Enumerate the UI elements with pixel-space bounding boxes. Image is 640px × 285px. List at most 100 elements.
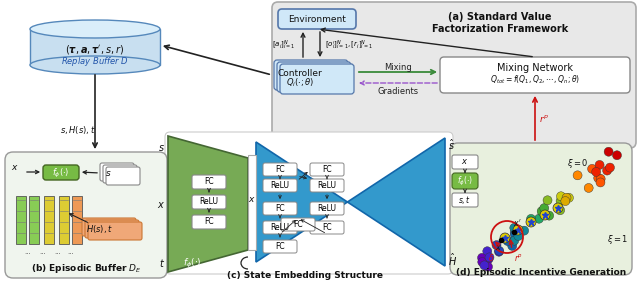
Polygon shape [256,138,445,266]
Text: ReLU: ReLU [317,181,337,190]
Text: $x$: $x$ [11,162,19,172]
Text: $f_\phi(\cdot)$: $f_\phi(\cdot)$ [182,257,202,270]
Text: $\delta$: $\delta$ [488,252,494,263]
Text: $s$: $s$ [105,168,111,178]
Circle shape [605,163,614,172]
Circle shape [484,255,493,264]
FancyBboxPatch shape [450,143,632,275]
Circle shape [484,262,493,271]
Text: FC: FC [275,165,285,174]
FancyBboxPatch shape [5,152,167,278]
FancyBboxPatch shape [100,163,134,181]
Text: $r^p$: $r^p$ [514,252,523,263]
Circle shape [485,253,494,262]
Text: FC: FC [322,165,332,174]
Text: $\xi=0$: $\xi=0$ [567,156,589,170]
Circle shape [500,233,510,243]
FancyBboxPatch shape [263,163,297,176]
Text: Gradients: Gradients [378,87,419,95]
Text: ...: ... [54,249,61,255]
Text: (d) Episodic Incentive Generation: (d) Episodic Incentive Generation [456,268,626,277]
FancyBboxPatch shape [82,218,136,236]
FancyBboxPatch shape [310,221,344,234]
FancyBboxPatch shape [192,215,226,229]
Bar [29,196,39,244]
Circle shape [540,203,548,213]
Circle shape [595,160,604,169]
Circle shape [556,206,564,215]
FancyBboxPatch shape [263,240,297,253]
Text: FC: FC [293,220,303,229]
Bar [59,196,69,244]
Text: ReLU: ReLU [271,181,289,190]
Text: $f_\phi(\cdot)$: $f_\phi(\cdot)$ [52,166,70,180]
FancyBboxPatch shape [310,163,344,176]
Ellipse shape [30,56,160,74]
Text: $f_\psi(\cdot)$: $f_\psi(\cdot)$ [412,257,430,270]
Text: FC: FC [204,217,214,227]
FancyBboxPatch shape [272,2,636,148]
Text: $[a_i]_{i=1}^N$: $[a_i]_{i=1}^N$ [271,38,295,52]
Circle shape [594,174,603,183]
FancyBboxPatch shape [440,57,630,93]
Text: ReLU: ReLU [200,198,218,207]
Circle shape [588,164,596,173]
Circle shape [513,225,523,235]
Text: $x'$: $x'$ [513,217,521,228]
Circle shape [557,192,566,201]
Text: ...: ... [24,249,31,255]
Text: $Q_{tot} = f(Q_1, Q_2, \cdots, Q_n; \theta)$: $Q_{tot} = f(Q_1, Q_2, \cdots, Q_n; \the… [490,74,580,86]
Circle shape [540,210,550,220]
Text: FC: FC [322,223,332,232]
Text: $\xi=1$: $\xi=1$ [607,233,628,247]
Circle shape [543,196,552,205]
Circle shape [534,214,543,223]
FancyBboxPatch shape [263,221,297,234]
Text: ...: ... [40,249,46,255]
Text: $\hat{H}$: $\hat{H}$ [448,252,457,268]
Text: FC: FC [275,204,285,213]
Circle shape [480,261,489,270]
Circle shape [596,174,605,183]
Text: (b) Episodic Buffer $D_E$: (b) Episodic Buffer $D_E$ [31,262,141,275]
Text: $H(s),t$: $H(s),t$ [86,223,113,235]
Circle shape [537,207,546,216]
Text: Controller: Controller [278,68,323,78]
Circle shape [545,211,554,220]
Circle shape [527,214,536,223]
FancyBboxPatch shape [103,165,137,183]
Circle shape [573,171,582,180]
Text: $[o_i']_{i=1}^N,[r_i]_{i=1}^N$: $[o_i']_{i=1}^N,[r_i]_{i=1}^N$ [325,38,373,52]
Bar [72,196,82,244]
FancyBboxPatch shape [263,202,297,215]
Circle shape [511,230,520,239]
FancyBboxPatch shape [192,175,226,189]
Circle shape [495,247,504,256]
Text: (c) State Embedding Structure: (c) State Embedding Structure [227,271,383,280]
FancyBboxPatch shape [452,173,478,189]
FancyBboxPatch shape [263,179,297,192]
Text: $(\boldsymbol{\tau},\boldsymbol{a},\boldsymbol{\tau}^\prime,s,r)$: $(\boldsymbol{\tau},\boldsymbol{a},\bold… [65,44,125,56]
Bar [248,155,256,250]
Circle shape [612,151,621,160]
Text: $x$: $x$ [157,200,165,210]
Circle shape [584,184,593,192]
FancyBboxPatch shape [274,60,348,90]
Circle shape [508,241,516,251]
Text: $s$: $s$ [158,143,165,153]
Text: $r^p$: $r^p$ [539,113,549,123]
FancyBboxPatch shape [277,62,351,92]
Text: Replay Buffer $D$: Replay Buffer $D$ [61,56,129,68]
Circle shape [478,258,487,266]
Text: FC: FC [275,242,285,251]
Circle shape [603,166,612,175]
FancyBboxPatch shape [43,165,79,180]
Circle shape [562,193,571,202]
FancyBboxPatch shape [106,167,140,185]
Circle shape [503,237,512,245]
FancyBboxPatch shape [165,132,453,274]
Circle shape [495,246,504,255]
Circle shape [514,231,523,241]
Text: $Q_i(\cdot;\theta)$: $Q_i(\cdot;\theta)$ [285,77,314,89]
Text: FC: FC [204,178,214,186]
